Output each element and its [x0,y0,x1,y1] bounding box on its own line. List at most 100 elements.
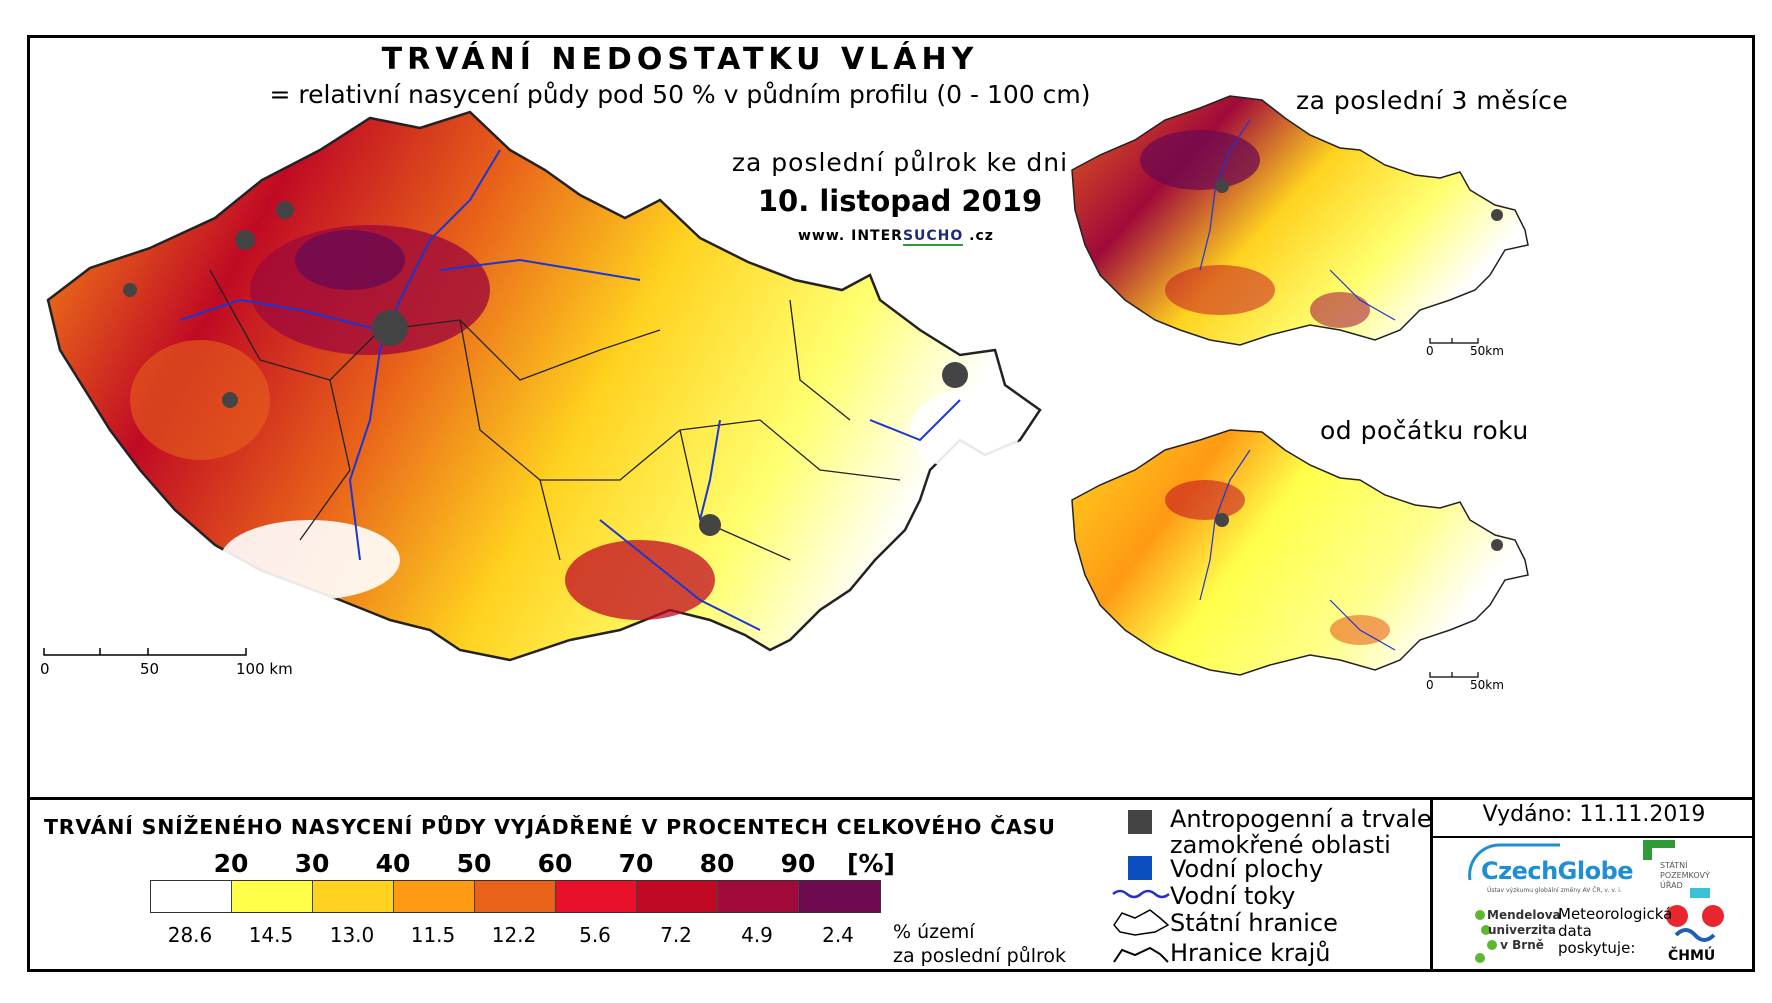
city-brno [699,514,721,536]
inset-year-scale-bar [1429,672,1479,678]
city-plzen [222,392,238,408]
inset-year-prague [1215,513,1229,527]
inset-year-ostrava [1491,539,1503,551]
legend-region-border: Hranice krajů [1170,939,1331,967]
issued-date: Vydáno: 11.11.2019 [1482,802,1706,827]
web-suffix: .cz [969,228,994,244]
main-scale-mid: 50 [140,660,160,678]
anthropogenic-symbol [1128,810,1152,834]
inset-3months-territory [1071,95,1529,346]
main-scale-bar [43,648,247,656]
legend-unit: [%] [847,849,895,878]
legend-share-value: 13.0 [329,923,375,947]
main-map-rivers [179,149,961,631]
spu-logo-text: STÁTNÍ POZEMKOVÝ ÚŘAD [1660,861,1710,890]
city-nw-1 [235,230,255,250]
intersucho-web-label: www. INTERSUCHO .cz [798,228,994,246]
legend-vertical-divider [1430,797,1433,972]
mendel-line2: univerzita [1487,923,1556,937]
anthropogenic-line2: zamokřené oblasti [1170,831,1391,859]
inset-3months-prague [1215,179,1229,193]
legend-rivers: Vodní toky [1170,882,1296,910]
legend-color-cell [394,881,475,912]
map-subtitle: = relativní nasycení půdy pod 50 % v půd… [269,80,1091,109]
main-map-white-east [910,390,1020,470]
main-map-hot-west [130,340,270,460]
map-title: TRVÁNÍ NEDOSTATKU VLÁHY [381,42,979,77]
legend-color-cell [313,881,394,912]
czechglobe-logo-text: CzechGlobe [1481,857,1634,885]
legend-color-cell [718,881,799,912]
czechglobe-logo-arc [1468,843,1560,881]
meteo-line1: Meteorologická [1558,905,1673,923]
legend-share-value: 2.4 [822,923,854,947]
legend-water-bodies: Vodní plochy [1170,855,1324,883]
inset-3months-hot-moravia [1310,292,1370,328]
legend-share-value: 4.9 [741,923,773,947]
main-period-label: za poslední půlrok ke dni [731,148,1069,177]
legend-tick: 20 [213,849,249,878]
inset-3months-hot-south [1165,265,1275,315]
inset-year-scale-end: 50km [1470,678,1504,692]
legend-tick: 30 [294,849,330,878]
legend-tick: 80 [699,849,735,878]
state-border-symbol [1113,909,1170,936]
inset-3months-scale-end: 50km [1470,344,1504,358]
web-prefix: www. [798,228,846,244]
inset-year-map [1071,429,1529,678]
legend-color-cell [556,881,637,912]
mendel-dot-1 [1475,910,1485,920]
share-note-line1: % území [893,921,975,943]
inset-year-hot-core [1165,480,1245,520]
chmu-logo-right [1702,905,1724,927]
legend-color-cell [232,881,313,912]
web-sucho: SUCHO [902,228,964,246]
legend-color-cell [151,881,232,912]
chmu-logo-text: ČHMÚ [1668,948,1716,964]
mendel-logo-text: Mendelova univerzita v Brně [1487,908,1561,953]
inset-year-territory [1071,429,1529,676]
meteo-line2: data [1558,922,1592,940]
meteo-data-text: Meteorologická data poskytuje: [1558,906,1672,957]
legend-tick: 40 [375,849,411,878]
city-ostrava [942,362,968,388]
legend-share-value: 11.5 [410,923,456,947]
inset-year-scale-start: 0 [1426,678,1434,692]
legend-color-cell [475,881,556,912]
mendel-line3: v Brně [1500,938,1544,952]
legend-share-value: 7.2 [660,923,692,947]
main-map-hot-core-center [295,230,405,290]
legend-anthropogenic: Antropogenní a trvale zamokřené oblasti [1170,806,1432,858]
legend-tick: 60 [537,849,573,878]
meteo-line3: poskytuje: [1558,939,1636,957]
city-prague [372,310,408,346]
mendel-line1: Mendelova [1487,908,1561,922]
legend-share-value: 5.6 [579,923,611,947]
inset-year-title: od počátku roku [1320,416,1529,445]
mendel-dot-2 [1481,925,1491,935]
anthropogenic-line1: Antropogenní a trvale [1170,805,1432,833]
legend-share-note: % území za poslední půlrok [893,920,1066,968]
inset-3months-ostrava [1491,209,1503,221]
legend-color-cell [637,881,718,912]
legend-share-value: 28.6 [167,923,213,947]
city-nw-3 [123,283,137,297]
spu-logo-mark [1643,840,1675,860]
legend-title: TRVÁNÍ SNÍŽENÉHO NASYCENÍ PŮDY VYJÁDŘENÉ… [44,815,1056,839]
rivers-symbol [1112,889,1170,899]
mendel-dot-3 [1487,940,1497,950]
legend-share-value: 12.2 [491,923,537,947]
mendel-dot-4 [1475,953,1485,963]
legend-color-cell [799,881,880,912]
water-bodies-symbol [1128,856,1152,880]
city-nw-2 [276,201,294,219]
inset-3months-map [1071,95,1529,346]
legend-state-border: Státní hranice [1170,909,1338,937]
main-map [46,110,1042,662]
legend-share-value: 14.5 [248,923,294,947]
inset-3months-title: za poslední 3 měsíce [1296,86,1569,115]
legend-color-bar [150,880,881,913]
region-border-symbol [1113,946,1169,963]
inset-3months-scale-start: 0 [1426,344,1434,358]
